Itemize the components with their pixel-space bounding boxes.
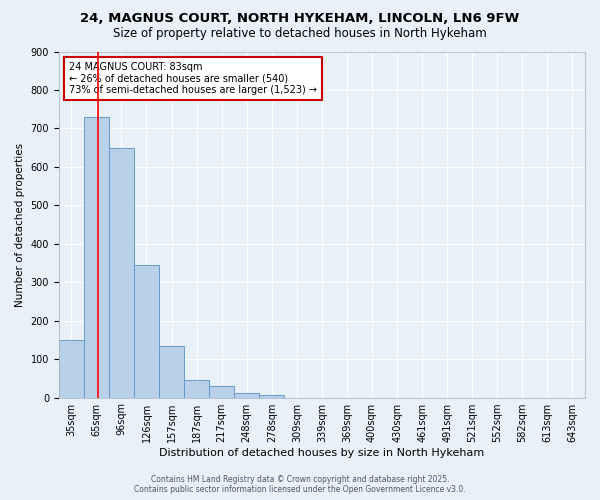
Text: 24 MAGNUS COURT: 83sqm
← 26% of detached houses are smaller (540)
73% of semi-de: 24 MAGNUS COURT: 83sqm ← 26% of detached… <box>70 62 317 95</box>
Bar <box>259 395 284 398</box>
Y-axis label: Number of detached properties: Number of detached properties <box>15 142 25 306</box>
Text: 24, MAGNUS COURT, NORTH HYKEHAM, LINCOLN, LN6 9FW: 24, MAGNUS COURT, NORTH HYKEHAM, LINCOLN… <box>80 12 520 26</box>
X-axis label: Distribution of detached houses by size in North Hykeham: Distribution of detached houses by size … <box>159 448 485 458</box>
Bar <box>234 393 259 398</box>
Bar <box>209 386 234 398</box>
Bar <box>159 346 184 398</box>
Bar <box>59 340 84 398</box>
Bar <box>184 380 209 398</box>
Text: Size of property relative to detached houses in North Hykeham: Size of property relative to detached ho… <box>113 28 487 40</box>
Text: Contains HM Land Registry data © Crown copyright and database right 2025.
Contai: Contains HM Land Registry data © Crown c… <box>134 474 466 494</box>
Bar <box>109 148 134 398</box>
Bar <box>84 117 109 398</box>
Bar <box>134 265 159 398</box>
